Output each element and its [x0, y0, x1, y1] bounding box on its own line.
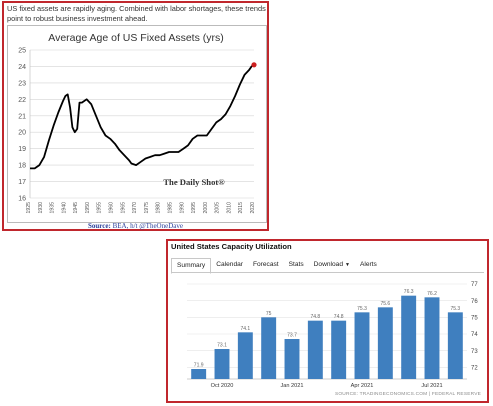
- bar: [261, 317, 277, 379]
- bar: [284, 339, 300, 379]
- bar: [191, 369, 207, 379]
- bar: [424, 297, 440, 379]
- y-tick-label: 76: [471, 299, 478, 305]
- y-tick-label: 16: [18, 196, 26, 203]
- x-tick-label: 1965: [120, 202, 126, 214]
- bar: [331, 320, 347, 379]
- x-tick-label: 1960: [109, 202, 115, 214]
- y-tick-label: 19: [18, 146, 26, 153]
- capacity-utilization-chart: 72 73 74 75 76 77 71.9 73.1 74.1 75 73.7 74.8 74.8 75…: [187, 282, 478, 389]
- x-tick-label: 2020: [250, 202, 256, 214]
- tab-bar: Summary Calendar Forecast Stats Download…: [171, 258, 382, 274]
- bar-value-label: 74.1: [240, 326, 250, 332]
- x-tick-label: 1935: [50, 202, 56, 214]
- daily-shot-panel: US fixed assets are rapidly aging. Combi…: [2, 1, 269, 231]
- bar: [307, 320, 323, 379]
- y-tick-label: 25: [18, 48, 26, 55]
- y-tick-label: 18: [18, 163, 26, 170]
- widget-title: United States Capacity Utilization: [171, 242, 292, 251]
- bar-value-label: 75.3: [450, 306, 460, 312]
- x-tick-label: 1925: [26, 202, 32, 214]
- y-tick-label: 22: [18, 97, 26, 104]
- y-tick-label: 24: [18, 64, 26, 71]
- bar-value-label: 74.8: [310, 314, 320, 320]
- x-tick-label: 1955: [97, 202, 103, 214]
- tab-calendar[interactable]: Calendar: [216, 261, 243, 268]
- last-point-marker: [251, 62, 257, 68]
- x-tick-label: 1970: [132, 202, 138, 214]
- tab-download-label: Download: [313, 261, 343, 268]
- bar-value-label: 76.3: [404, 289, 414, 295]
- x-tick-label: 1950: [85, 202, 91, 214]
- source-line: Source: BEA, h/t @TheOneDave: [4, 222, 267, 230]
- series-line: [30, 64, 255, 170]
- x-tick-label: Apr 2021: [351, 383, 374, 389]
- source-text: BEA, h/t @TheOneDave: [112, 222, 183, 230]
- bar: [447, 312, 463, 379]
- x-tick-label: 2000: [203, 202, 209, 214]
- bar-value-label: 75.6: [380, 301, 390, 307]
- tab-divider: [171, 272, 484, 273]
- bar-value-label: 73.7: [287, 333, 297, 339]
- widget-source: SOURCE: TRADINGECONOMICS.COM | FEDERAL R…: [334, 392, 481, 397]
- tab-alerts[interactable]: Alerts: [359, 261, 377, 268]
- x-tick-label: 2015: [238, 202, 244, 214]
- bar: [354, 312, 370, 379]
- bar: [401, 295, 417, 379]
- y-tick-label: 72: [471, 366, 478, 372]
- x-tick-label: Jan 2021: [280, 383, 303, 389]
- x-tick-label: 1990: [179, 202, 185, 214]
- y-tick-label: 73: [471, 349, 478, 355]
- tab-forecast[interactable]: Forecast: [252, 261, 279, 268]
- y-tick-label: 74: [471, 332, 478, 338]
- x-tick-label: 1975: [144, 202, 150, 214]
- y-tick-label: 77: [471, 282, 478, 288]
- bar-value-label: 75.3: [357, 306, 367, 312]
- x-tick-label: 1985: [167, 202, 173, 214]
- x-tick-label: Jul 2021: [421, 383, 442, 389]
- y-tick-label: 17: [18, 179, 26, 186]
- bar-value-label: 76.2: [427, 291, 437, 297]
- trading-economics-panel: United States Capacity Utilization Summa…: [166, 239, 489, 403]
- y-tick-label: 21: [18, 113, 26, 120]
- y-tick-label: 23: [18, 80, 26, 87]
- x-tick-label: 2010: [226, 202, 232, 214]
- y-tick-label: 20: [18, 130, 26, 137]
- x-tick-label: Oct 2020: [211, 383, 234, 389]
- watermark: The Daily Shot®: [163, 177, 225, 187]
- bar: [237, 332, 253, 379]
- bar: [214, 349, 230, 379]
- x-tick-label: 1945: [73, 202, 79, 214]
- source-label: Source:: [88, 222, 111, 230]
- chart-title: Average Age of US Fixed Assets (yrs): [48, 32, 223, 44]
- panel-caption: US fixed assets are rapidly aging. Combi…: [7, 4, 266, 23]
- chevron-down-icon: ▼: [345, 262, 350, 268]
- bar-value-label: 74.8: [334, 314, 344, 320]
- average-age-chart-frame: Average Age of US Fixed Assets (yrs) 16 17…: [7, 25, 267, 223]
- bar: [377, 307, 393, 379]
- average-age-chart: Average Age of US Fixed Assets (yrs) 16 17…: [18, 32, 257, 214]
- x-tick-label: 2005: [215, 202, 221, 214]
- bar-value-label: 73.1: [217, 343, 227, 349]
- tab-summary[interactable]: Summary: [171, 258, 212, 274]
- bar-value-label: 75: [266, 311, 272, 317]
- tab-download[interactable]: Download ▼: [309, 258, 355, 272]
- x-tick-label: 1980: [156, 202, 162, 214]
- y-tick-label: 75: [471, 316, 478, 322]
- bar-value-label: 71.9: [194, 363, 204, 369]
- x-tick-label: 1940: [61, 202, 67, 214]
- x-tick-label: 1930: [38, 202, 44, 214]
- tab-stats[interactable]: Stats: [288, 261, 304, 268]
- x-tick-label: 1995: [191, 202, 197, 214]
